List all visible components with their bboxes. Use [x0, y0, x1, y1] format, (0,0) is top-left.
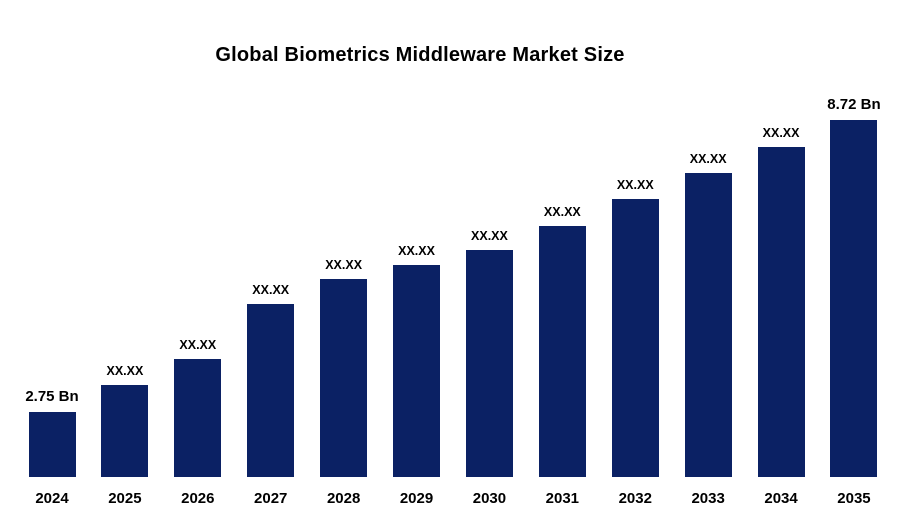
plot-area: 2.75 Bn 2024 XX.XX 2025 XX.XX 2026 XX.XX 2027 XX… [24, 96, 882, 507]
year-label: 2033 [691, 490, 725, 507]
bar-value-label: XX.XX [689, 152, 727, 166]
bar [101, 385, 149, 477]
year-label: 2026 [181, 490, 215, 507]
bar [465, 250, 513, 477]
bar-value-label: XX.XX [762, 126, 800, 140]
year-label: 2028 [326, 490, 361, 507]
year-label: 2034 [764, 490, 798, 507]
bar-group: XX.XX 2031 [534, 205, 590, 507]
bar [247, 304, 295, 477]
bar-group: XX.XX 2033 [680, 152, 736, 507]
bar-group: 8.72 Bn 2035 [826, 96, 882, 507]
bar [174, 359, 222, 477]
bar [684, 173, 732, 477]
bar-group: 2.75 Bn 2024 [24, 388, 80, 507]
chart-title: Global Biometrics Middleware Market Size [215, 44, 625, 66]
bar-group: XX.XX 2034 [753, 126, 809, 507]
year-label: 2030 [472, 490, 507, 507]
bar-value-label: XX.XX [325, 258, 363, 272]
bar-value-label: XX.XX [543, 205, 581, 219]
bar-value-label: XX.XX [616, 178, 654, 192]
bar-group: XX.XX 2026 [170, 338, 226, 507]
bar-value-label: 8.72 Bn [827, 96, 881, 113]
bar [611, 199, 659, 477]
bar-group: XX.XX 2027 [243, 283, 299, 507]
bar-value-label: XX.XX [471, 229, 508, 243]
bar-value-label: XX.XX [398, 244, 435, 258]
bar-value-label: XX.XX [252, 283, 290, 297]
year-label: 2032 [618, 490, 652, 507]
year-label: 2025 [108, 490, 142, 507]
bar [757, 147, 805, 477]
bar-group: XX.XX 2032 [607, 178, 663, 507]
bar-value-label: XX.XX [106, 364, 144, 378]
bar [538, 226, 586, 477]
bar-value-label: XX.XX [179, 338, 217, 352]
bar [393, 265, 441, 477]
year-label: 2027 [254, 490, 288, 507]
year-label: 2024 [35, 490, 69, 507]
bar [28, 412, 76, 477]
bar-group: XX.XX 2025 [97, 364, 153, 507]
bar-group: XX.XX 2029 [389, 244, 445, 507]
bar [320, 279, 368, 477]
bar [830, 120, 878, 477]
bar-value-label: 2.75 Bn [25, 388, 79, 405]
bar-group: XX.XX 2030 [461, 229, 517, 507]
year-label: 2029 [399, 490, 434, 507]
year-label: 2035 [837, 490, 871, 507]
bar-group: XX.XX 2028 [316, 258, 372, 507]
year-label: 2031 [545, 490, 580, 507]
